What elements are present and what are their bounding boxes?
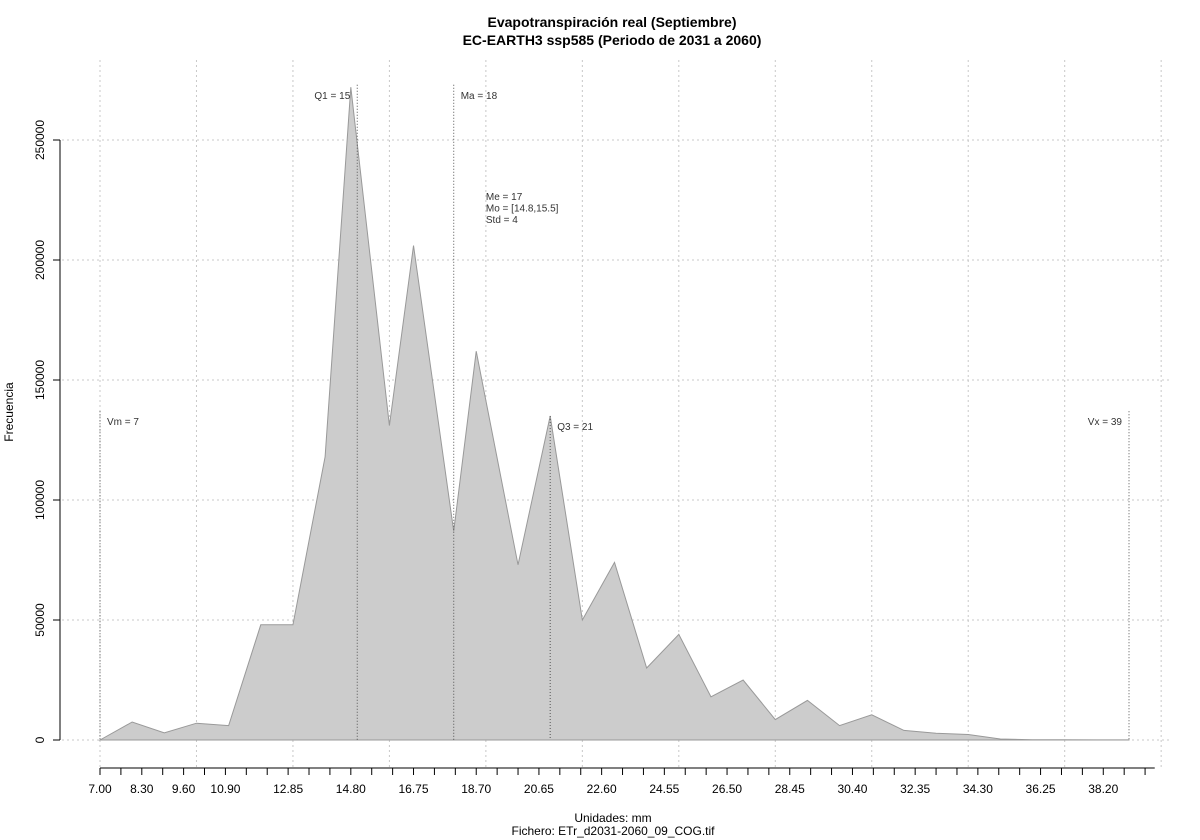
chart-title: Evapotranspiración real (Septiembre) [488,14,737,30]
x-tick-label-0: 7.00 [88,782,112,796]
x-tick-label-16: 36.25 [1026,782,1056,796]
x-tick-label-9: 22.60 [587,782,617,796]
x-axis-ticks: 7.00 8.30 9.60 10.90 12.85 14.80 16.75 18.70 20.… [88,768,1146,796]
x-tick-label-7: 18.70 [461,782,491,796]
x-tick-label-17: 38.20 [1088,782,1118,796]
marker-label-1: Q1 = 15 [314,91,350,102]
stat-line-0: Me = 17 [486,192,523,203]
x-tick-label-13: 30.40 [837,782,867,796]
x-tick-label-6: 16.75 [399,782,429,796]
marker-label-2: Ma = 18 [461,91,498,102]
y-tick-label-0: 0 [33,736,47,743]
x-tick-label-3: 10.90 [210,782,240,796]
marker-label-3: Q3 = 21 [557,422,593,433]
y-axis-ticks: 0 50000 100000 150000 200000 250000 [33,120,60,743]
x-tick-label-10: 24.55 [649,782,679,796]
x-tick-label-1: 8.30 [130,782,154,796]
file-caption: Fichero: ETr_d2031-2060_09_COG.tif [512,824,716,838]
x-tick-label-5: 14.80 [336,782,366,796]
x-tick-label-2: 9.60 [172,782,196,796]
x-tick-label-11: 26.50 [712,782,742,796]
chart-subtitle: EC-EARTH3 ssp585 (Periodo de 2031 a 2060… [463,32,762,48]
x-axis-title: Unidades: mm [574,811,651,825]
marker-layer: Vm = 7 Q1 = 15 Ma = 18 Q3 = 21 Vx = 39 [99,84,1130,740]
y-tick-label-3: 150000 [33,360,47,400]
stat-line-2: Std = 4 [486,215,518,226]
y-tick-label-2: 100000 [33,480,47,520]
y-axis-title: Frecuencia [2,382,16,442]
x-tick-label-14: 32.35 [900,782,930,796]
frequency-area [98,87,1130,741]
marker-label-4: Vx = 39 [1088,417,1123,428]
x-tick-label-15: 34.30 [963,782,993,796]
y-tick-label-1: 50000 [33,603,47,637]
y-tick-label-4: 200000 [33,240,47,280]
x-tick-label-8: 20.65 [524,782,554,796]
y-tick-label-5: 250000 [33,120,47,160]
marker-label-0: Vm = 7 [107,417,139,428]
x-tick-label-4: 12.85 [273,782,303,796]
stat-line-1: Mo = [14.8,15.5] [486,204,559,215]
x-tick-label-12: 28.45 [775,782,805,796]
